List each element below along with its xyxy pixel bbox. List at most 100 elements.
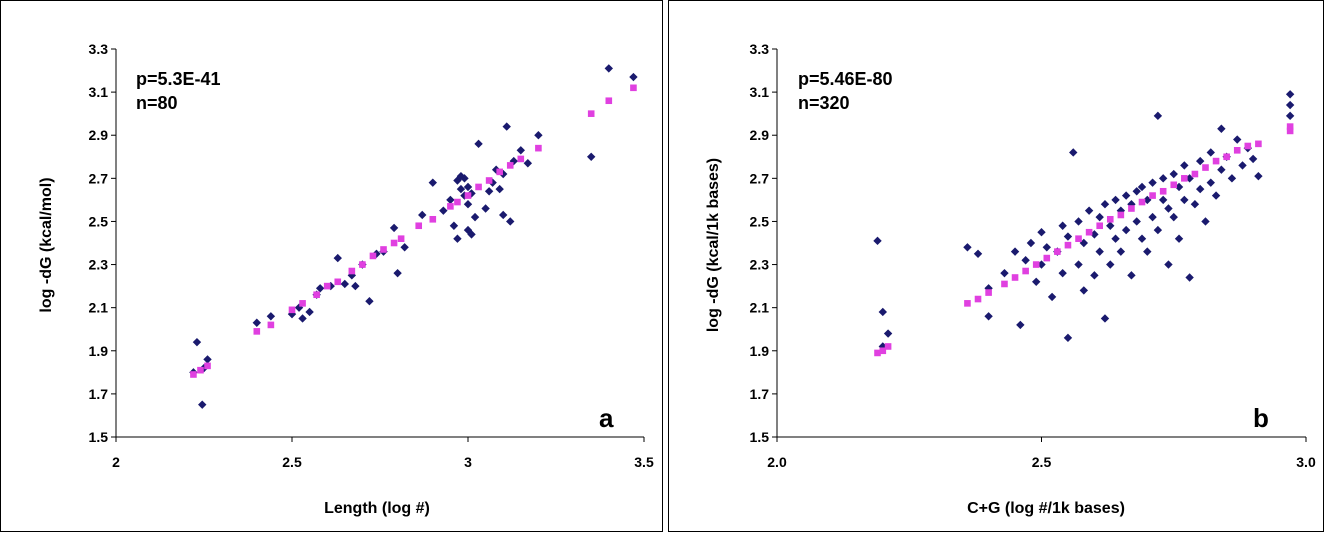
observed-point-b	[1084, 206, 1094, 215]
plot-area-b: 1.5 1.7 1.9 2.1 2.3 2.5 2.7 2.9 3.1 3.3 2.0 2.5 3.0	[750, 41, 1316, 470]
fitted-point-b	[884, 343, 892, 350]
observed-point-b	[1169, 169, 1178, 179]
observed-point-a	[463, 200, 473, 209]
y-tick-label-a: 2.1	[89, 300, 109, 316]
observed-point-b	[1196, 184, 1205, 194]
fitted-point-a	[447, 203, 454, 210]
observed-point-a	[365, 297, 374, 306]
observed-point-b	[883, 329, 893, 338]
fitted-point-a	[587, 110, 595, 117]
x-tick-label-a: 2	[112, 454, 120, 470]
x-tick-label-a: 3.5	[634, 454, 654, 470]
observed-point-a	[481, 204, 490, 213]
chart-panel-b: 1.5 1.7 1.9 2.1 2.3 2.5 2.7 2.9 3.1 3.3 2.0 2.5 3.0 …	[668, 0, 1324, 532]
fitted-point-b	[1191, 170, 1199, 178]
fitted-point-b	[1223, 153, 1230, 161]
n-annotation-a: n=80	[136, 93, 178, 113]
observed-point-b	[1137, 182, 1147, 192]
observed-point-a	[340, 279, 349, 289]
y-tick-label-b: 1.7	[750, 386, 770, 402]
x-tick-label-b: 2.0	[767, 454, 787, 470]
observed-point-b	[1047, 292, 1057, 302]
panel-letter-a: a	[599, 403, 614, 433]
observed-point-a	[604, 64, 613, 73]
observed-point-a	[315, 284, 325, 293]
fitted-point-a	[485, 177, 493, 184]
fitted-point-b	[1149, 192, 1156, 199]
observed-point-b	[1180, 195, 1189, 205]
fitted-point-b	[985, 289, 992, 296]
observed-point-b	[1111, 234, 1120, 243]
observed-point-b	[1211, 191, 1221, 200]
observed-point-b	[1042, 243, 1051, 252]
observed-point-b	[984, 312, 993, 321]
observed-point-b	[1037, 228, 1046, 237]
y-tick-label-b: 2.1	[750, 300, 770, 316]
observed-point-b	[1079, 238, 1089, 248]
observed-point-b	[1185, 174, 1194, 183]
y-tick-label-b: 3.1	[750, 84, 770, 100]
observed-point-b	[1174, 182, 1184, 192]
fitted-point-b	[1286, 123, 1294, 130]
plot-area-a: 1.5 1.7 1.9 2.1 2.3 2.5 2.7 2.9 3.1 3.3 2 2.5 3 3.5	[89, 41, 654, 470]
observed-point-a	[587, 152, 596, 161]
fitted-point-a	[605, 97, 613, 105]
y-axis-label-b: log -dG (kcal/1k bases)	[705, 158, 722, 332]
fitted-point-b	[1212, 157, 1220, 165]
observed-point-b	[1217, 165, 1226, 174]
observed-point-b	[1153, 111, 1163, 121]
observed-point-b	[1106, 260, 1115, 269]
fitted-point-a	[454, 198, 461, 206]
n-annotation-b: n=320	[798, 93, 850, 113]
y-tick-label-a: 1.7	[89, 386, 109, 402]
observed-point-a	[266, 312, 276, 321]
observed-point-b	[1058, 221, 1067, 230]
x-axis-label-b: C+G (log #/1k bases)	[967, 500, 1125, 517]
observed-point-b	[1185, 273, 1194, 282]
observed-point-a	[502, 122, 511, 131]
fitted-point-a	[535, 144, 542, 152]
observed-point-a	[252, 318, 261, 327]
x-axis-label-a: Length (log #)	[324, 500, 430, 517]
fitted-point-b	[1075, 235, 1082, 242]
fitted-point-a	[359, 261, 366, 268]
observed-point-b	[1238, 161, 1247, 170]
observed-point-a	[516, 146, 525, 155]
fitted-point-b	[879, 347, 887, 355]
observed-point-b	[973, 249, 983, 258]
observed-point-b	[1121, 225, 1131, 235]
observed-point-b	[1285, 100, 1295, 110]
fitted-point-a	[369, 252, 377, 260]
observed-point-a	[499, 210, 508, 220]
observed-point-b	[1148, 178, 1157, 187]
observed-point-a	[389, 223, 399, 233]
observed-point-a	[446, 195, 455, 205]
observed-point-b	[1143, 195, 1152, 205]
observed-point-b	[1116, 247, 1126, 256]
observed-point-b	[1016, 320, 1025, 330]
observed-point-b	[963, 243, 972, 252]
p-value-annotation-b: p=5.46E-80	[798, 69, 893, 89]
fitted-point-a	[323, 282, 331, 290]
observed-point-b	[1174, 234, 1184, 243]
y-tick-label-a: 1.9	[89, 343, 109, 359]
fitted-point-a	[429, 215, 437, 223]
observed-point-b	[1137, 234, 1147, 243]
observed-point-b	[1164, 204, 1173, 213]
fitted-point-a	[267, 321, 275, 329]
fitted-point-b	[1202, 164, 1209, 171]
observed-point-b	[1206, 178, 1215, 187]
observed-point-b	[1158, 195, 1168, 205]
observed-point-a	[506, 217, 515, 226]
y-tick-label-a: 3.3	[89, 41, 109, 57]
observed-point-b	[1095, 212, 1104, 222]
y-tick-label-b: 2.7	[750, 170, 770, 186]
y-tick-label-a: 2.3	[89, 257, 109, 273]
fitted-point-a	[496, 168, 503, 176]
observed-point-a	[351, 281, 360, 291]
y-tick-label-b: 2.9	[750, 127, 770, 143]
observed-point-b	[1127, 271, 1136, 280]
fitted-point-a	[517, 155, 525, 163]
fitted-point-b	[1117, 211, 1125, 219]
observed-point-b	[1248, 154, 1258, 164]
